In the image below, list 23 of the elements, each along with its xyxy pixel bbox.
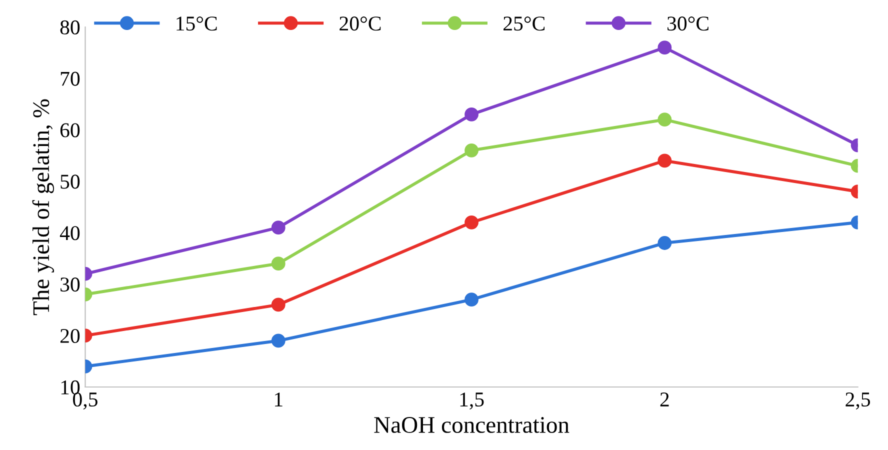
x-tick-label: 2,5 [846,392,870,410]
x-axis-title: NaOH concentration [374,417,570,433]
point [464,143,478,158]
y-tick-label: 80 [60,20,80,34]
point [464,292,478,307]
x-tick-label: 0,5 [73,392,98,410]
y-tick-label: 50 [60,174,80,189]
y-axis-title: The yield of gelatin, % [32,99,54,316]
legend-label: 25°C [504,16,545,31]
x-tick-label: 1 [275,392,282,406]
x-tick-label: 1,5 [460,392,484,410]
y-tick-label: 10 [61,380,80,394]
point [464,107,478,122]
x-tick-label: 2 [660,392,669,406]
y-tick-label: 30 [60,278,80,292]
legend-label: 15°C [176,16,217,31]
y-tick-label: 60 [60,123,80,138]
y-tick-label: 70 [60,72,80,86]
y-tick-label: 40 [60,226,80,240]
legend-label: 30°C [668,16,708,31]
legend-label: 20°C [340,16,381,31]
point [464,215,478,230]
y-tick-label: 20 [60,328,80,344]
